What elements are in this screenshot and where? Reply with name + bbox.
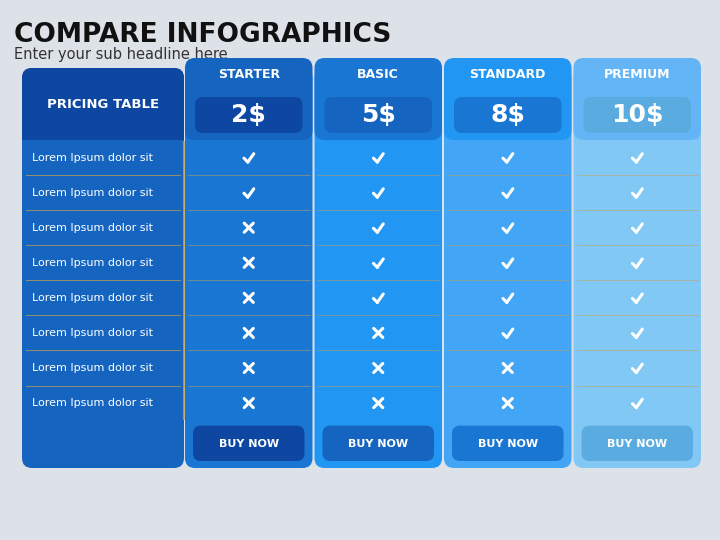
Text: 8$: 8$ — [490, 103, 525, 127]
Text: Lorem Ipsum dolor sit: Lorem Ipsum dolor sit — [32, 187, 153, 198]
FancyBboxPatch shape — [22, 68, 184, 150]
Text: Lorem Ipsum dolor sit: Lorem Ipsum dolor sit — [32, 258, 153, 268]
FancyBboxPatch shape — [315, 68, 442, 468]
Text: BASIC: BASIC — [357, 68, 399, 80]
FancyBboxPatch shape — [195, 97, 302, 133]
FancyBboxPatch shape — [315, 58, 442, 140]
FancyBboxPatch shape — [444, 68, 572, 468]
Text: PRICING TABLE: PRICING TABLE — [47, 98, 159, 111]
Text: COMPARE INFOGRAPHICS: COMPARE INFOGRAPHICS — [14, 22, 392, 48]
Text: BUY NOW: BUY NOW — [477, 440, 538, 449]
FancyBboxPatch shape — [193, 426, 305, 461]
Text: Lorem Ipsum dolor sit: Lorem Ipsum dolor sit — [32, 293, 153, 303]
FancyBboxPatch shape — [582, 426, 693, 461]
Text: 5$: 5$ — [361, 103, 396, 127]
FancyBboxPatch shape — [185, 68, 312, 468]
Text: Lorem Ipsum dolor sit: Lorem Ipsum dolor sit — [32, 328, 153, 338]
FancyBboxPatch shape — [583, 97, 691, 133]
FancyBboxPatch shape — [325, 97, 432, 133]
FancyBboxPatch shape — [574, 58, 701, 140]
Text: Lorem Ipsum dolor sit: Lorem Ipsum dolor sit — [32, 398, 153, 408]
Text: BUY NOW: BUY NOW — [219, 440, 279, 449]
Text: PREMIUM: PREMIUM — [604, 68, 670, 80]
FancyBboxPatch shape — [22, 68, 184, 468]
Text: STANDARD: STANDARD — [469, 68, 546, 80]
FancyBboxPatch shape — [452, 426, 564, 461]
FancyBboxPatch shape — [22, 140, 184, 150]
Text: BUY NOW: BUY NOW — [607, 440, 667, 449]
FancyBboxPatch shape — [444, 58, 572, 140]
Text: Lorem Ipsum dolor sit: Lorem Ipsum dolor sit — [32, 363, 153, 373]
FancyBboxPatch shape — [323, 426, 434, 461]
Text: 10$: 10$ — [611, 103, 664, 127]
FancyBboxPatch shape — [574, 68, 701, 468]
Text: Lorem Ipsum dolor sit: Lorem Ipsum dolor sit — [32, 222, 153, 233]
Text: STARTER: STARTER — [217, 68, 280, 80]
Text: Lorem Ipsum dolor sit: Lorem Ipsum dolor sit — [32, 152, 153, 163]
Text: Enter your sub headline here: Enter your sub headline here — [14, 47, 228, 62]
Text: 2$: 2$ — [231, 103, 266, 127]
FancyBboxPatch shape — [185, 58, 312, 140]
FancyBboxPatch shape — [454, 97, 562, 133]
Text: BUY NOW: BUY NOW — [348, 440, 408, 449]
